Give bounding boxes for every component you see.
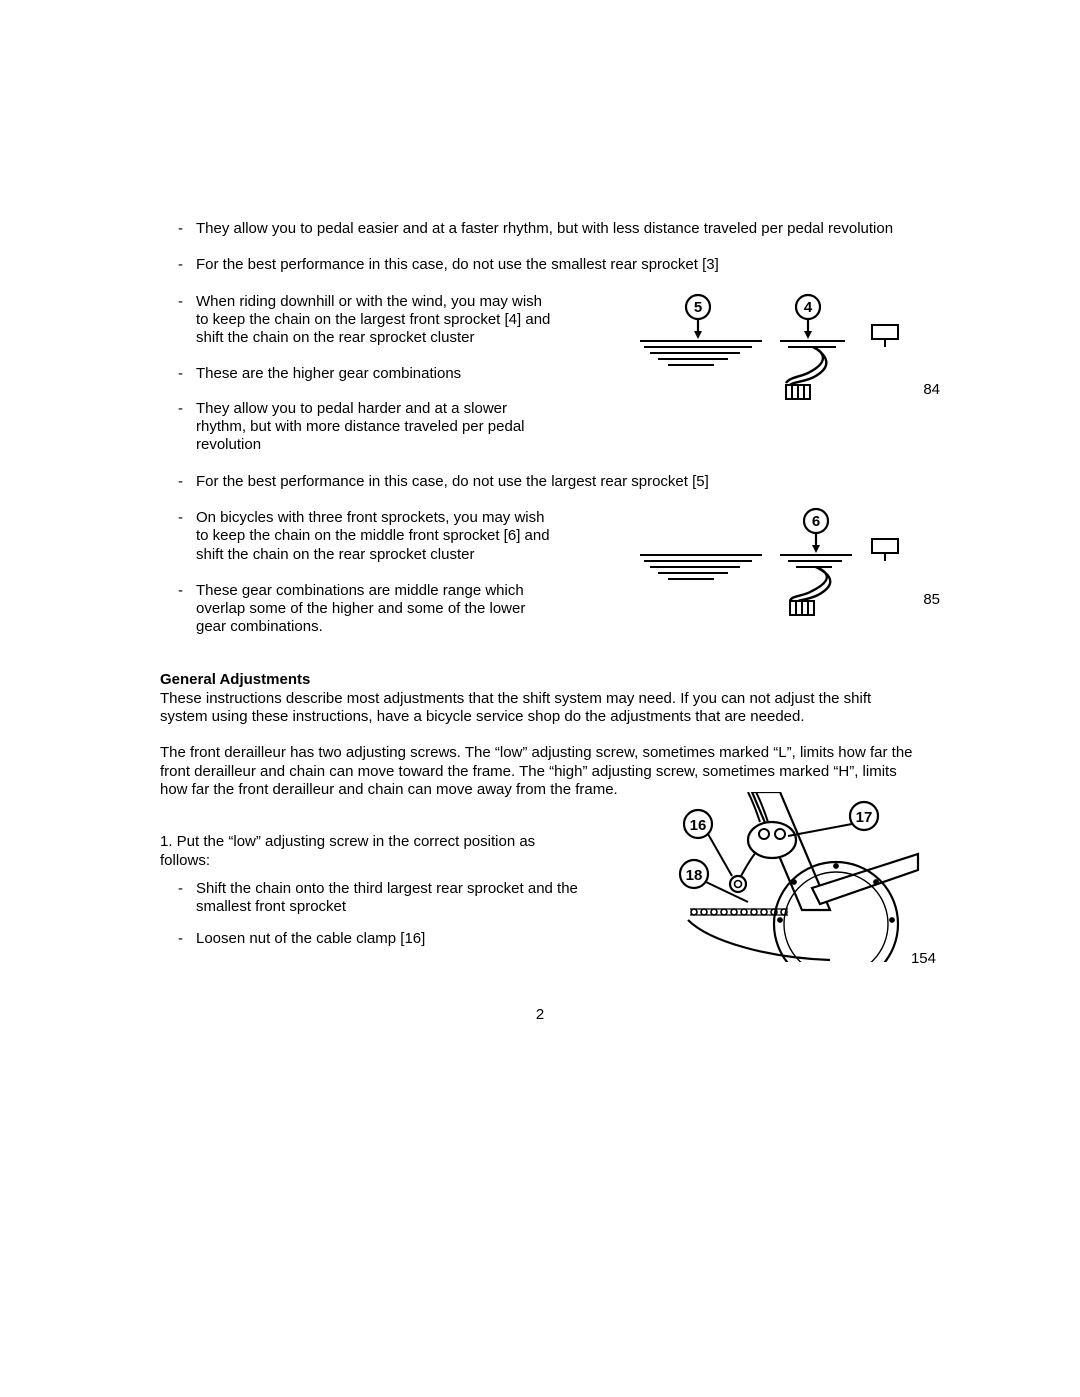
page-number: 2: [536, 1006, 544, 1023]
paragraph: These instructions describe most adjustm…: [160, 690, 920, 727]
callout-label-16: 16: [690, 817, 707, 834]
figure-caption-154: 154: [911, 950, 936, 967]
paragraph: The front derailleur has two adjusting s…: [160, 744, 920, 799]
document-page: They allow you to pedal easier and at a …: [0, 0, 1080, 1397]
section-fig85: 6: [160, 509, 920, 637]
callout-label-17: 17: [856, 809, 873, 826]
heading-general-adjustments: General Adjustments: [160, 671, 920, 688]
bullet-item: Loosen nut of the cable clamp [16]: [160, 930, 616, 948]
bullet-item: These gear combinations are middle range…: [160, 582, 556, 637]
section-fig154: 16 17 18 154 The front derailleur has tw…: [160, 744, 920, 948]
bullet-list-mid: For the best performance in this case, d…: [160, 473, 920, 491]
bullet-item: On bicycles with three front sprockets, …: [160, 509, 556, 564]
bullet-item: These are the higher gear combinations: [160, 365, 556, 383]
callout-label-4: 4: [804, 299, 813, 316]
section-fig84: 5 4: [160, 293, 920, 455]
callout-label-6: 6: [812, 513, 820, 530]
figure-84: 5 4: [640, 291, 920, 407]
bullet-item: They allow you to pedal easier and at a …: [160, 220, 920, 238]
figure-154: 16 17 18 154: [660, 792, 920, 962]
figure-85: 6: [640, 505, 920, 621]
callout-label-18: 18: [686, 867, 703, 884]
callout-label-5: 5: [694, 299, 702, 316]
bullet-item: For the best performance in this case, d…: [160, 256, 920, 274]
figure-caption-84: 84: [923, 381, 940, 398]
bullet-item: They allow you to pedal harder and at a …: [160, 400, 556, 455]
bullet-list-top: They allow you to pedal easier and at a …: [160, 220, 920, 275]
figure-caption-85: 85: [923, 591, 940, 608]
bullet-item: When riding downhill or with the wind, y…: [160, 293, 556, 348]
numbered-step: 1. Put the “low” adjusting screw in the …: [160, 833, 580, 870]
paragraph-text: The front derailleur has two adjusting s…: [160, 744, 913, 798]
bullet-item: For the best performance in this case, d…: [160, 473, 920, 491]
bullet-item: Shift the chain onto the third largest r…: [160, 880, 616, 917]
